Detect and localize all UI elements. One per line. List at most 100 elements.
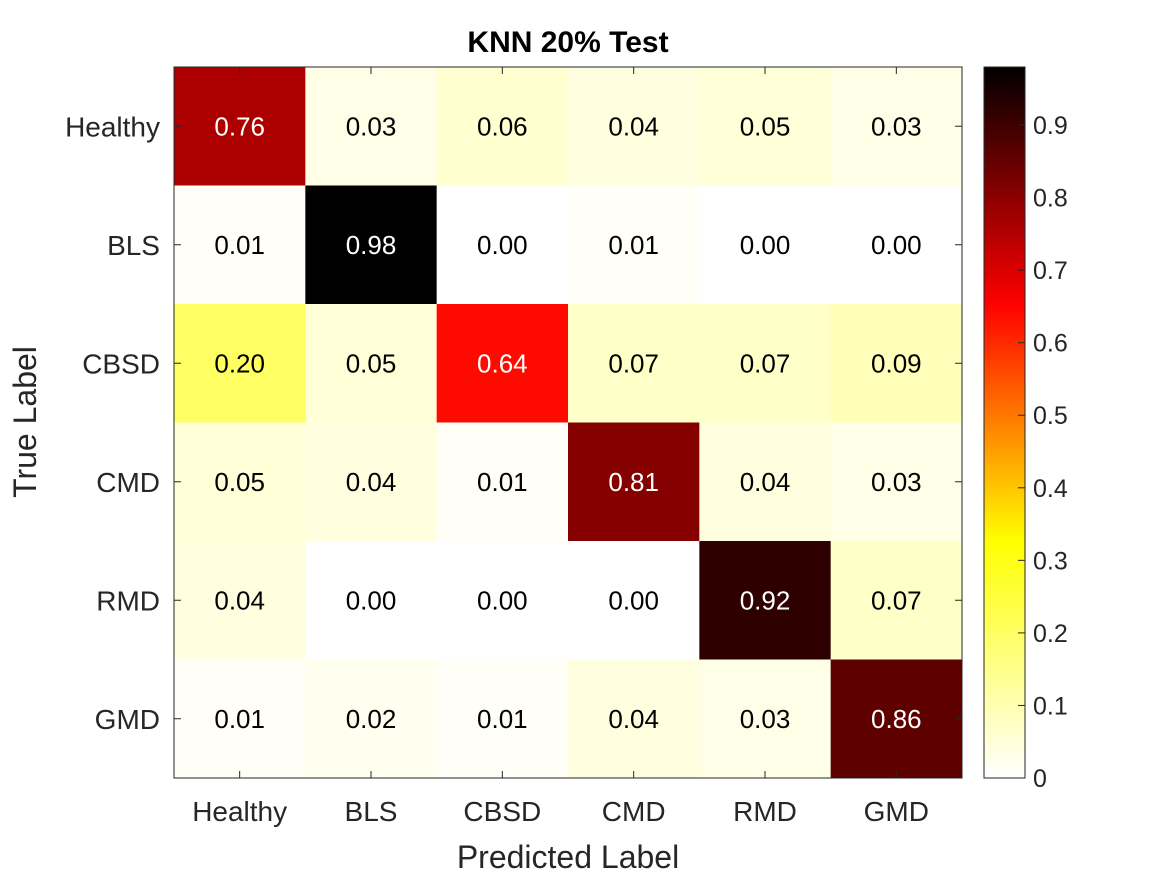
x-tick-labels: Healthy BLS CBSD CMD RMD GMD — [192, 67, 929, 827]
cell-value-label: 0.01 — [214, 704, 265, 734]
cell-value-label: 0.86 — [871, 704, 922, 734]
colorbar-tick-label: 0.4 — [1033, 475, 1068, 503]
cell-value-label: 0.00 — [477, 585, 528, 615]
cell-value-label: 0.03 — [346, 111, 397, 141]
cell-value-label: 0.01 — [477, 704, 528, 734]
y-tick-label: CMD — [96, 467, 160, 498]
cell-value-label: 0.04 — [346, 467, 397, 497]
heatmap-cell — [436, 304, 569, 423]
cell-value-label: 0.03 — [871, 111, 922, 141]
heatmap-cell — [436, 185, 569, 305]
cell-value-label: 0.92 — [740, 585, 791, 615]
heatmap-cell — [174, 541, 306, 660]
cell-value-label: 0.98 — [346, 230, 397, 260]
heatmap-cell — [830, 659, 963, 779]
cell-value-label: 0.03 — [871, 467, 922, 497]
x-tick-label: BLS — [345, 796, 398, 827]
heatmap-cell — [830, 304, 963, 423]
colorbar-tick-label: 0.8 — [1033, 185, 1068, 213]
colorbar-tick-label: 0.5 — [1033, 402, 1068, 430]
cell-value-label: 0.00 — [871, 230, 922, 260]
heatmap-cell — [305, 541, 438, 660]
heatmap-cell — [699, 304, 832, 423]
colorbar-tick-label: 0.3 — [1033, 547, 1068, 575]
heatmap-cell-labels: 0.76 0.03 0.06 0.04 0.05 0.03 0.01 0.98 0.00 0.01… — [214, 111, 921, 734]
cell-value-label: 0.05 — [214, 467, 265, 497]
heatmap-cell — [174, 422, 306, 542]
colorbar-tick-label: 0.6 — [1033, 330, 1068, 358]
heatmap-cell — [305, 304, 438, 423]
colorbar-frame — [983, 66, 1026, 779]
colorbar-tick-label: 0.1 — [1033, 692, 1068, 720]
heatmap-cell — [174, 304, 306, 423]
heatmap-cell — [830, 67, 963, 186]
colorbar-tick-label: 0.7 — [1033, 257, 1068, 285]
cell-value-label: 0.07 — [608, 348, 659, 378]
colorbar-tick-label: 0 — [1033, 765, 1047, 793]
cell-value-label: 0.04 — [740, 467, 791, 497]
heatmap-cell — [568, 185, 700, 305]
cell-value-label: 0.04 — [608, 111, 659, 141]
heatmap-cell — [699, 422, 832, 542]
cell-value-label: 0.05 — [346, 348, 397, 378]
heatmap-cell — [305, 659, 438, 779]
x-tick-label: CBSD — [463, 796, 541, 827]
heatmap-cell — [699, 659, 832, 779]
cell-value-label: 0.04 — [608, 704, 659, 734]
y-tick-label: GMD — [95, 704, 160, 735]
heatmap-cell — [436, 67, 569, 186]
heatmap-cell — [830, 541, 963, 660]
y-tick-label: CBSD — [82, 348, 160, 379]
x-tick-label: Healthy — [192, 796, 287, 827]
heatmap-cell — [436, 541, 569, 660]
cell-value-label: 0.01 — [214, 230, 265, 260]
cell-value-label: 0.06 — [477, 111, 528, 141]
x-tick-label: GMD — [864, 796, 929, 827]
heatmap-cell — [568, 659, 700, 779]
heatmap-cell — [568, 67, 700, 186]
heatmap-cell — [699, 541, 832, 660]
colorbar-ticks: 0 0.1 0.2 0.3 0.4 0.5 0.6 0.7 0.8 0.9 — [1018, 112, 1068, 793]
cell-value-label: 0.04 — [214, 585, 265, 615]
colorbar-tick-label: 0.2 — [1033, 620, 1068, 648]
heatmap-cell — [830, 422, 963, 542]
heatmap-cell — [174, 67, 306, 186]
cell-value-label: 0.01 — [477, 467, 528, 497]
heatmap-cell — [305, 67, 438, 186]
x-axis-label: Predicted Label — [457, 839, 679, 875]
colorbar — [984, 67, 1025, 778]
heatmap-cell — [699, 67, 832, 186]
cell-value-label: 0.05 — [740, 111, 791, 141]
heatmap-cell — [305, 422, 438, 542]
cell-value-label: 0.02 — [346, 704, 397, 734]
y-tick-labels: Healthy BLS CBSD CMD RMD GMD — [65, 111, 962, 735]
heatmap-cell — [436, 659, 569, 779]
heatmap-cells — [174, 67, 963, 779]
cell-value-label: 0.07 — [740, 348, 791, 378]
y-tick-label: Healthy — [65, 111, 160, 142]
cell-value-label: 0.00 — [346, 585, 397, 615]
cell-value-label: 0.64 — [477, 348, 528, 378]
heatmap-cell — [305, 185, 438, 305]
cell-value-label: 0.81 — [608, 467, 659, 497]
heatmap-cell — [436, 422, 569, 542]
cell-value-label: 0.76 — [214, 111, 265, 141]
heatmap-cell — [174, 659, 306, 779]
cell-value-label: 0.07 — [871, 585, 922, 615]
heatmap-cell — [568, 541, 700, 660]
y-tick-label: BLS — [107, 230, 160, 261]
cell-value-label: 0.00 — [608, 585, 659, 615]
x-tick-label: CMD — [602, 796, 666, 827]
plot-frame — [173, 66, 963, 779]
cell-value-label: 0.20 — [214, 348, 265, 378]
heatmap-cell — [568, 422, 700, 542]
heatmap-cell — [699, 185, 832, 305]
heatmap-cell — [568, 304, 700, 423]
heatmap-cell — [174, 185, 306, 305]
chart-title: KNN 20% Test — [467, 26, 668, 59]
cell-value-label: 0.09 — [871, 348, 922, 378]
y-axis-label: True Label — [7, 346, 43, 498]
cell-value-label: 0.00 — [740, 230, 791, 260]
colorbar-tick-label: 0.9 — [1033, 112, 1068, 140]
